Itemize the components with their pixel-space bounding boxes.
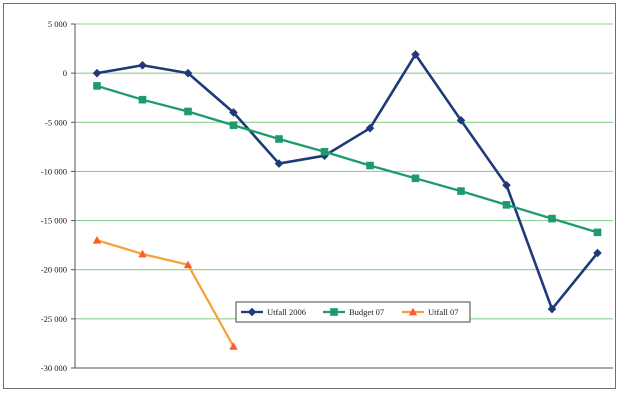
y-tick-label: 0 <box>63 68 67 78</box>
series-utfall-07 <box>92 236 238 350</box>
series-utfall-2006 <box>92 50 602 314</box>
series-budget-07 <box>93 82 602 237</box>
data-point <box>456 116 466 125</box>
y-tick-label: -5 000 <box>45 117 67 127</box>
data-point <box>184 107 192 116</box>
legend-item: Budget 07 <box>323 307 384 317</box>
gridlines <box>75 23 613 369</box>
data-point <box>593 228 602 237</box>
legend-item: Utfall 2006 <box>241 307 306 317</box>
y-tick-labels: 5 000 0 -5 000 -10 000 -15 000 -20 000 -25 000… <box>41 19 67 373</box>
legend-label: Budget 07 <box>349 307 384 317</box>
data-point <box>183 68 193 78</box>
data-point <box>593 248 602 258</box>
y-tick-label: -15 000 <box>41 216 67 226</box>
data-point <box>138 95 147 104</box>
data-point <box>274 159 284 168</box>
data-point <box>138 249 147 258</box>
data-point <box>548 214 556 223</box>
data-point <box>547 304 557 314</box>
legend-label: Utfall 07 <box>428 307 458 317</box>
legend: Utfall 2006 Budget 07 Utfall 07 <box>235 301 471 323</box>
legend-marker <box>330 308 338 316</box>
legend-marker <box>247 307 257 317</box>
series-line <box>96 53 599 311</box>
data-point <box>229 108 238 117</box>
data-point <box>411 50 420 59</box>
data-point <box>93 82 101 90</box>
data-point <box>457 187 465 195</box>
data-point <box>92 68 102 78</box>
data-point <box>411 174 420 183</box>
data-point <box>229 342 238 350</box>
y-tick-label: -10 000 <box>41 166 67 176</box>
data-point <box>320 147 329 156</box>
y-tick-label: -20 000 <box>41 265 67 275</box>
data-point <box>502 201 511 209</box>
data-point <box>275 135 283 143</box>
data-point <box>92 236 102 244</box>
chart-frame <box>3 3 616 389</box>
y-tick-label: 5 000 <box>48 19 67 29</box>
data-point <box>138 60 147 70</box>
y-tick-label: -30 000 <box>41 363 67 373</box>
y-tick-label: -25 000 <box>41 314 67 324</box>
legend-marker <box>408 307 418 316</box>
data-point <box>502 180 511 190</box>
data-point <box>366 161 374 170</box>
axes <box>71 23 613 369</box>
data-point <box>365 123 375 133</box>
series-line <box>96 239 235 347</box>
series-line <box>96 84 598 234</box>
data-point <box>183 260 193 269</box>
legend-item: Utfall 07 <box>402 307 458 317</box>
data-point <box>229 121 238 130</box>
legend-label: Utfall 2006 <box>267 307 306 317</box>
legend-box <box>235 301 471 323</box>
series-layer <box>92 50 602 350</box>
